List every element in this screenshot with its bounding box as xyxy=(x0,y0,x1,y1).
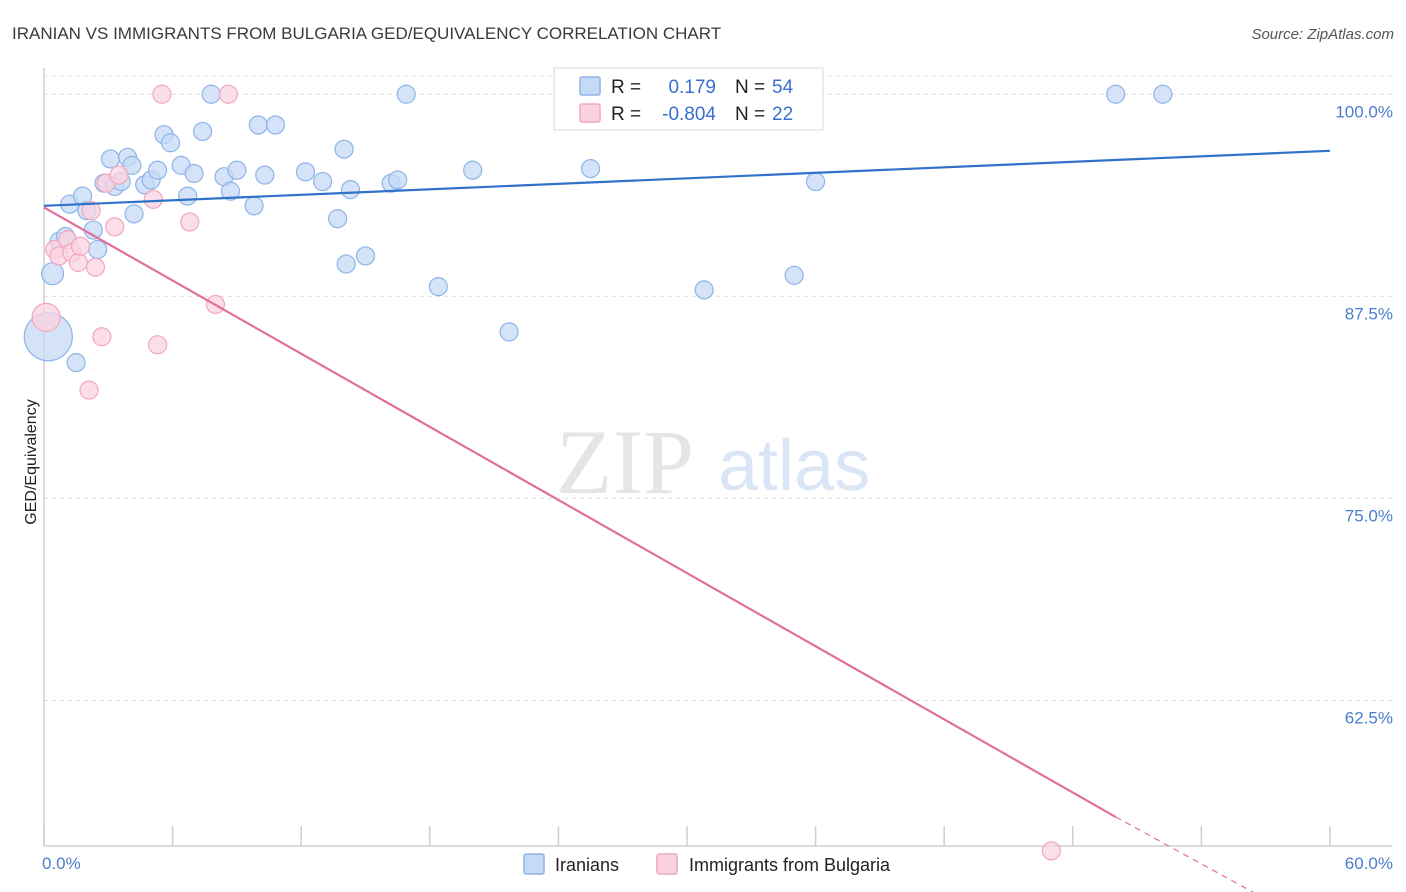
legend-r-value-2: -0.804 xyxy=(662,104,716,125)
point-iranians xyxy=(336,254,356,274)
point-bulgaria xyxy=(180,212,200,232)
point-bulgaria xyxy=(85,257,106,277)
point-iranians xyxy=(227,160,247,180)
point-bulgaria xyxy=(70,236,91,256)
point-iranians xyxy=(694,280,714,300)
point-bulgaria xyxy=(152,84,172,104)
point-iranians xyxy=(1153,84,1173,104)
point-iranians xyxy=(100,149,121,169)
point-iranians xyxy=(193,121,213,142)
point-iranians xyxy=(334,139,354,159)
bottom-legend-swatch-iranians xyxy=(523,853,545,875)
legend-n-value-1: 54 xyxy=(772,77,794,98)
trend-line-iranians xyxy=(43,149,1331,207)
watermark: ZIP atlas xyxy=(556,411,870,513)
point-iranians xyxy=(124,204,144,224)
y-tick-labels: 100.0% 87.5% 75.0% 62.5% xyxy=(1335,102,1393,727)
bottom-legend-label-bulgaria: Immigrants from Bulgaria xyxy=(689,855,891,875)
point-iranians xyxy=(244,196,264,216)
point-bulgaria xyxy=(79,380,99,400)
point-bulgaria xyxy=(92,327,112,347)
point-iranians xyxy=(805,171,826,192)
point-iranians xyxy=(201,84,221,104)
watermark-atlas: atlas xyxy=(718,426,870,506)
point-iranians xyxy=(178,186,198,206)
point-iranians xyxy=(147,160,168,180)
bottom-legend-swatch-bulgaria xyxy=(656,853,678,875)
legend-n-label-2: N = xyxy=(735,104,765,125)
bottom-legend: Iranians Immigrants from Bulgaria xyxy=(523,853,891,875)
point-iranians xyxy=(396,84,416,104)
point-iranians xyxy=(580,159,601,179)
point-bulgaria xyxy=(105,217,125,237)
point-iranians xyxy=(428,277,448,297)
point-iranians xyxy=(388,170,408,190)
trend-lines xyxy=(43,149,1331,892)
data-points xyxy=(23,84,1173,861)
point-iranians xyxy=(255,165,275,185)
chart-title: IRANIAN VS IMMIGRANTS FROM BULGARIA GED/… xyxy=(12,24,721,43)
point-iranians xyxy=(265,115,286,135)
y-tick-label: 87.5% xyxy=(1345,304,1393,323)
point-bulgaria xyxy=(218,84,238,104)
point-bulgaria xyxy=(31,302,61,332)
point-iranians xyxy=(220,181,241,201)
chart-source: Source: ZipAtlas.com xyxy=(1251,26,1394,43)
x-tick-label: 0.0% xyxy=(42,854,81,873)
watermark-zip: ZIP xyxy=(556,411,694,513)
y-tick-label: 62.5% xyxy=(1345,709,1393,728)
legend-n-label-1: N = xyxy=(735,77,765,98)
point-bulgaria xyxy=(68,252,88,272)
legend-n-value-2: 22 xyxy=(772,104,793,125)
point-iranians xyxy=(122,155,142,175)
x-tick-label: 60.0% xyxy=(1345,854,1393,873)
trend-line-bulgaria-extension xyxy=(1115,816,1254,892)
point-iranians xyxy=(499,322,519,342)
legend-swatch-iranians xyxy=(579,76,601,96)
trend-line-bulgaria xyxy=(43,206,1117,818)
point-iranians xyxy=(784,265,804,285)
point-iranians xyxy=(313,171,333,192)
point-iranians xyxy=(1106,84,1126,104)
point-iranians xyxy=(66,353,86,373)
point-iranians xyxy=(40,262,65,286)
point-iranians xyxy=(295,162,316,182)
y-axis-label: GED/Equivalency xyxy=(23,399,40,524)
point-iranians xyxy=(340,180,361,200)
point-bulgaria xyxy=(143,189,163,209)
point-iranians xyxy=(87,239,108,260)
legend-swatch-bulgaria xyxy=(579,103,601,123)
legend-r-value-1: 0.179 xyxy=(668,77,716,98)
point-iranians xyxy=(328,209,348,229)
y-tick-label: 75.0% xyxy=(1345,506,1393,525)
point-bulgaria xyxy=(1041,841,1061,861)
point-bulgaria xyxy=(147,335,168,355)
point-iranians xyxy=(248,115,268,135)
point-bulgaria xyxy=(81,201,101,221)
point-iranians xyxy=(184,163,204,184)
bottom-legend-label-iranians: Iranians xyxy=(555,855,619,875)
point-iranians xyxy=(160,133,181,153)
legend-r-label-1: R = xyxy=(611,77,641,98)
y-tick-label: 100.0% xyxy=(1335,102,1393,121)
legend: R = 0.179 N = 54 R = -0.804 N = 22 xyxy=(553,67,824,131)
point-iranians xyxy=(463,160,483,180)
axes xyxy=(43,68,1392,847)
legend-r-label-2: R = xyxy=(611,104,641,125)
x-tick-labels: 0.0% 60.0% xyxy=(42,854,1393,873)
point-bulgaria xyxy=(109,165,129,185)
point-iranians xyxy=(355,246,376,266)
